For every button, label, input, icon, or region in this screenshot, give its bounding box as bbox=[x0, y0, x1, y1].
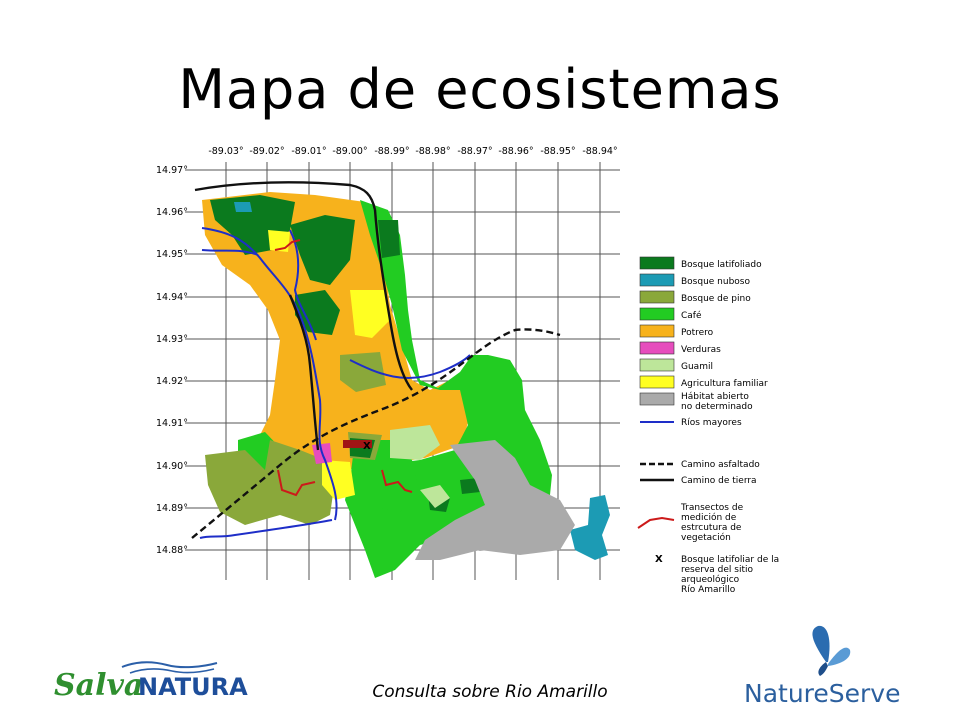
lon-label: -89.03° bbox=[208, 146, 243, 157]
pino-area bbox=[205, 440, 335, 525]
lon-label: -89.01° bbox=[291, 146, 326, 157]
legend-label: estrcutura de bbox=[681, 523, 742, 533]
legend-swatch bbox=[639, 290, 675, 304]
nuboso-area bbox=[234, 202, 252, 212]
latifoliado-area bbox=[295, 290, 340, 335]
dirt-road bbox=[194, 181, 413, 451]
lon-label: -88.98° bbox=[415, 146, 450, 157]
land-cover bbox=[202, 192, 610, 578]
legend-label: Bosque nuboso bbox=[681, 277, 751, 287]
legend-label: medición de bbox=[681, 512, 737, 523]
ecosystem-map: -89.03° -89.02° -89.01° -89.00° -88.99° … bbox=[150, 140, 790, 610]
legend-label: Guamil bbox=[681, 362, 713, 372]
site-marker: X bbox=[363, 441, 371, 452]
agricultura-area bbox=[350, 290, 390, 338]
lon-label: -88.99° bbox=[374, 146, 409, 157]
agricultura-area bbox=[268, 230, 290, 252]
salvanatura-logo: Salva NATURA bbox=[52, 655, 252, 705]
lon-label: -88.96° bbox=[498, 146, 533, 157]
lat-label: 14.95° bbox=[156, 249, 188, 260]
legend-label: Río Amarillo bbox=[681, 585, 736, 595]
legend-swatch bbox=[639, 392, 675, 406]
guamil-area bbox=[420, 485, 450, 508]
legend-label: Ríos mayores bbox=[681, 418, 742, 428]
legend-swatch bbox=[639, 375, 675, 389]
lat-label: 14.96° bbox=[156, 207, 188, 218]
legend-label: Bosque latifoliado bbox=[681, 260, 762, 270]
legend-swatch bbox=[639, 358, 675, 372]
paved-road bbox=[191, 328, 561, 539]
guamil-area bbox=[390, 425, 440, 460]
lat-label: 14.97° bbox=[156, 165, 188, 176]
lat-label: 14.91° bbox=[156, 418, 188, 429]
legend-label: Agricultura familiar bbox=[681, 379, 768, 389]
natureserve-logo: NatureServe bbox=[742, 622, 910, 710]
legend-label: reserva del sitio bbox=[681, 565, 753, 575]
logo-natura: NATURA bbox=[138, 673, 248, 701]
lon-label: -88.95° bbox=[540, 146, 575, 157]
longitude-labels: -89.03° -89.02° -89.01° -89.00° -88.99° … bbox=[208, 146, 617, 157]
legend-label: Transectos de bbox=[680, 503, 744, 513]
latifoliado-area bbox=[378, 220, 400, 258]
legend-label: Café bbox=[681, 310, 702, 321]
legend-label: Verduras bbox=[681, 345, 721, 355]
legend-x-marker: X bbox=[655, 554, 663, 565]
legend-swatch bbox=[639, 324, 675, 338]
legend-swatch bbox=[639, 273, 675, 287]
legend-label: Camino de tierra bbox=[681, 476, 757, 486]
latifoliado-area bbox=[290, 215, 355, 285]
lon-label: -88.97° bbox=[457, 146, 492, 157]
lat-label: 14.93° bbox=[156, 334, 188, 345]
legend-swatch bbox=[639, 341, 675, 355]
lat-label: 14.92° bbox=[156, 376, 188, 387]
legend-label: arqueológico bbox=[681, 574, 740, 585]
lat-label: 14.90° bbox=[156, 461, 188, 472]
slide-title: Mapa de ecosistemas bbox=[178, 58, 782, 121]
lat-label: 14.88° bbox=[156, 545, 188, 556]
butterfly-icon bbox=[812, 625, 851, 676]
transects bbox=[274, 239, 413, 497]
map-legend: Bosque latifoliado Bosque nuboso Bosque … bbox=[637, 256, 779, 595]
rivers bbox=[199, 227, 471, 539]
logo-salva: Salva bbox=[54, 668, 143, 703]
latitude-labels: 14.97° 14.96° 14.95° 14.94° 14.93° 14.92… bbox=[156, 165, 188, 556]
legend-label: Hábitat abierto bbox=[681, 392, 749, 402]
legend-label: Potrero bbox=[681, 328, 714, 338]
legend-label: Bosque de pino bbox=[681, 294, 751, 304]
logo-natureserve: NatureServe bbox=[744, 679, 900, 708]
legend-label: Bosque latifoliar de la bbox=[681, 555, 779, 565]
pino-area bbox=[340, 352, 386, 392]
legend-label: vegetación bbox=[681, 532, 731, 543]
lat-label: 14.94° bbox=[156, 292, 188, 303]
legend-label: Camino asfaltado bbox=[681, 460, 760, 470]
nuboso-area bbox=[570, 495, 610, 560]
legend-label: no determinado bbox=[681, 402, 753, 412]
lon-label: -89.02° bbox=[249, 146, 284, 157]
agricultura-area bbox=[322, 460, 355, 500]
lon-label: -89.00° bbox=[332, 146, 367, 157]
habitat-abierto-area bbox=[415, 440, 575, 560]
slide-footer: Consulta sobre Rio Amarillo bbox=[372, 682, 608, 702]
legend-swatch bbox=[639, 307, 675, 321]
legend-swatch bbox=[639, 256, 675, 270]
red-site-area bbox=[343, 440, 372, 448]
lon-label: -88.94° bbox=[582, 146, 617, 157]
latifoliado-area bbox=[460, 478, 480, 494]
lat-label: 14.89° bbox=[156, 503, 188, 514]
